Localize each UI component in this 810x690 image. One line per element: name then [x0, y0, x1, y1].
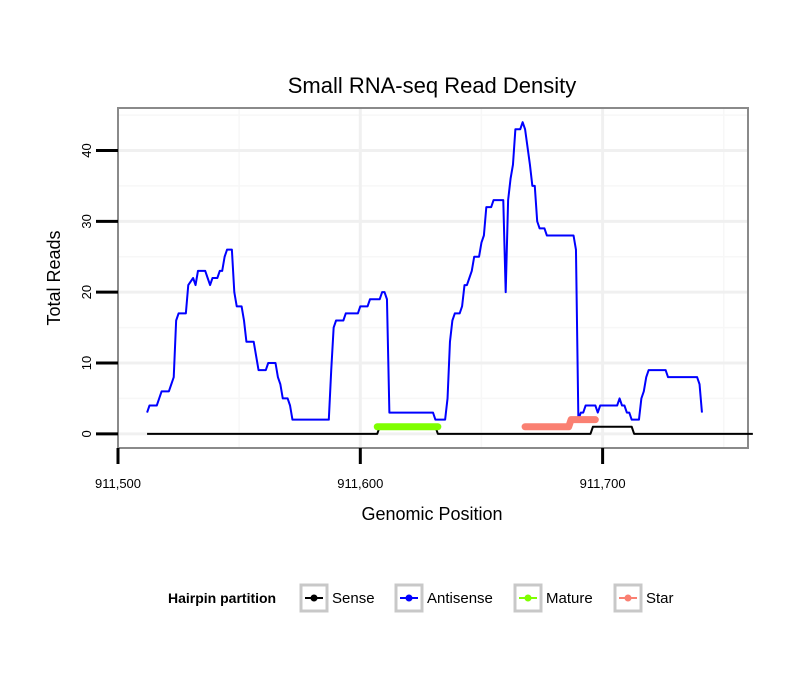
- legend-label-antisense: Antisense: [427, 590, 493, 607]
- legend-key-point: [524, 594, 532, 602]
- y-axis-label: Total Reads: [44, 230, 64, 325]
- chart-title: Small RNA-seq Read Density: [288, 73, 577, 98]
- legend-label-star: Star: [646, 590, 674, 607]
- series-line-star: [521, 416, 599, 431]
- legend-title: Hairpin partition: [168, 590, 276, 606]
- x-tick-label: 911,600: [337, 476, 383, 491]
- x-tick-label: 911,700: [580, 476, 626, 491]
- series-line-antisense: [146, 121, 703, 421]
- x-axis-label: Genomic Position: [361, 504, 502, 524]
- legend-key-point: [624, 594, 632, 602]
- y-tick-label: 30: [79, 214, 94, 228]
- x-axis: 911,500 911,600 911,700: [95, 448, 626, 491]
- y-tick-label: 10: [79, 356, 94, 370]
- series-group: [146, 121, 753, 435]
- legend-key-point: [310, 594, 318, 602]
- y-axis: 0 10 20 30 40: [79, 143, 118, 437]
- grid: [119, 109, 747, 447]
- legend-label-mature: Mature: [546, 590, 593, 607]
- x-tick-label: 911,500: [95, 476, 141, 491]
- legend: Hairpin partition Sense Antisense Mature St…: [168, 583, 674, 613]
- legend-key-point: [405, 594, 413, 602]
- legend-label-sense: Sense: [332, 590, 375, 607]
- y-tick-label: 0: [79, 430, 94, 437]
- series-line-sense: [147, 425, 753, 435]
- y-tick-label: 20: [79, 285, 94, 299]
- y-tick-label: 40: [79, 143, 94, 157]
